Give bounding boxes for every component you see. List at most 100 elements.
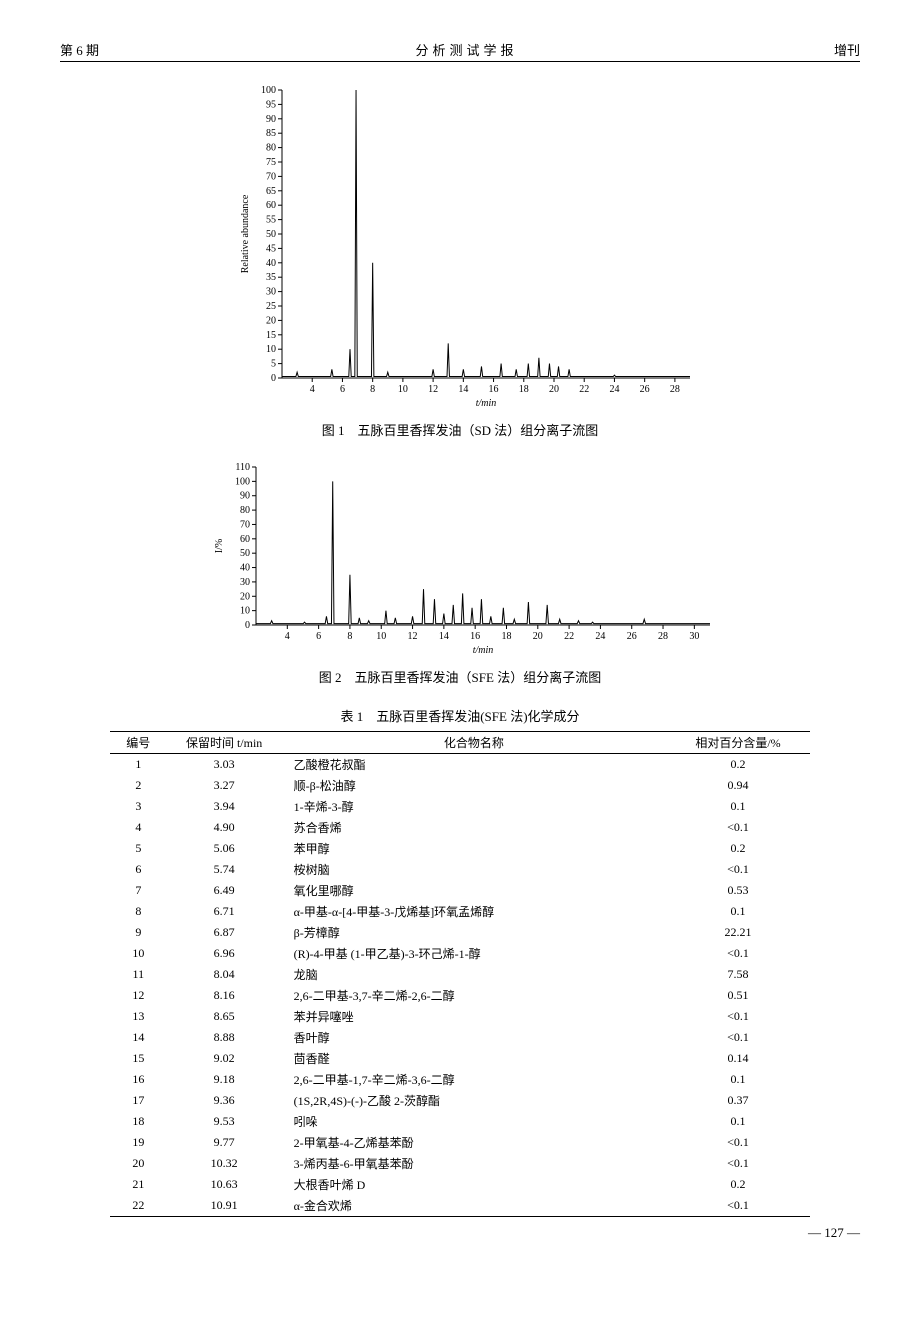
table-row: 2210.91α-金合欢烯<0.1 (110, 1195, 810, 1217)
journal-title: 分析测试学报 (415, 40, 517, 59)
cell-id: 8 (110, 901, 167, 922)
composition-table: 编号 保留时间 t/min 化合物名称 相对百分含量/% 13.03乙酸橙花叔酯… (110, 731, 810, 1217)
cell-percent: 0.2 (666, 1174, 810, 1195)
cell-id: 3 (110, 796, 167, 817)
cell-compound: 茴香醛 (282, 1048, 666, 1069)
svg-text:65: 65 (266, 186, 276, 197)
svg-text:4: 4 (285, 631, 290, 642)
cell-compound: 1-辛烯-3-醇 (282, 796, 666, 817)
svg-text:28: 28 (658, 631, 668, 642)
svg-text:100: 100 (235, 476, 250, 487)
cell-compound: α-金合欢烯 (282, 1195, 666, 1217)
svg-text:8: 8 (347, 631, 352, 642)
table-row: 179.36(1S,2R,4S)-(-)-乙酸 2-茨醇酯0.37 (110, 1090, 810, 1111)
cell-percent: 0.2 (666, 754, 810, 776)
cell-compound: 桉树脑 (282, 859, 666, 880)
cell-id: 20 (110, 1153, 167, 1174)
cell-retention: 6.96 (167, 943, 282, 964)
table-row: 23.27顺-β-松油醇0.94 (110, 775, 810, 796)
cell-id: 1 (110, 754, 167, 776)
svg-text:t/min: t/min (476, 398, 497, 409)
cell-percent: 0.94 (666, 775, 810, 796)
cell-compound: 吲哚 (282, 1111, 666, 1132)
svg-text:85: 85 (266, 128, 276, 139)
col-percent: 相对百分含量/% (666, 732, 810, 754)
cell-compound: 龙脑 (282, 964, 666, 985)
cell-compound: 乙酸橙花叔酯 (282, 754, 666, 776)
cell-retention: 8.65 (167, 1006, 282, 1027)
cell-percent: <0.1 (666, 1132, 810, 1153)
cell-percent: <0.1 (666, 859, 810, 880)
svg-text:60: 60 (266, 200, 276, 211)
page-number: — 127 — (60, 1225, 860, 1241)
table-caption: 表 1 五脉百里香挥发油(SFE 法)化学成分 (60, 706, 860, 725)
cell-percent: 0.53 (666, 880, 810, 901)
cell-compound: (R)-4-甲基 (1-甲乙基)-3-环己烯-1-醇 (282, 943, 666, 964)
cell-retention: 3.27 (167, 775, 282, 796)
cell-retention: 9.18 (167, 1069, 282, 1090)
cell-percent: 0.1 (666, 901, 810, 922)
table-row: 44.90苏合香烯<0.1 (110, 817, 810, 838)
svg-text:26: 26 (640, 384, 650, 395)
cell-percent: 0.1 (666, 796, 810, 817)
chart-1-container: 0510152025303540455055606570758085909510… (60, 82, 860, 412)
cell-percent: <0.1 (666, 1027, 810, 1048)
svg-text:16: 16 (489, 384, 499, 395)
cell-id: 17 (110, 1090, 167, 1111)
svg-text:80: 80 (240, 505, 250, 516)
cell-percent: 0.1 (666, 1069, 810, 1090)
cell-compound: 苯甲醇 (282, 838, 666, 859)
svg-text:100: 100 (261, 85, 276, 96)
cell-percent: <0.1 (666, 943, 810, 964)
svg-text:40: 40 (240, 563, 250, 574)
cell-id: 22 (110, 1195, 167, 1217)
cell-percent: <0.1 (666, 1153, 810, 1174)
cell-retention: 10.63 (167, 1174, 282, 1195)
svg-text:18: 18 (501, 631, 511, 642)
cell-retention: 6.87 (167, 922, 282, 943)
table-row: 65.74桉树脑<0.1 (110, 859, 810, 880)
cell-percent: <0.1 (666, 817, 810, 838)
table-row: 86.71α-甲基-α-[4-甲基-3-戊烯基]环氧孟烯醇0.1 (110, 901, 810, 922)
svg-text:55: 55 (266, 215, 276, 226)
table-row: 159.02茴香醛0.14 (110, 1048, 810, 1069)
svg-text:10: 10 (376, 631, 386, 642)
cell-compound: 香叶醇 (282, 1027, 666, 1048)
svg-text:26: 26 (627, 631, 637, 642)
cell-retention: 3.94 (167, 796, 282, 817)
cell-id: 7 (110, 880, 167, 901)
col-compound: 化合物名称 (282, 732, 666, 754)
cell-id: 11 (110, 964, 167, 985)
svg-text:14: 14 (458, 384, 468, 395)
cell-percent: 0.2 (666, 838, 810, 859)
table-row: 55.06苯甲醇0.2 (110, 838, 810, 859)
svg-text:15: 15 (266, 330, 276, 341)
cell-id: 5 (110, 838, 167, 859)
cell-percent: 0.1 (666, 1111, 810, 1132)
svg-text:80: 80 (266, 143, 276, 154)
svg-text:0: 0 (271, 373, 276, 384)
cell-retention: 8.88 (167, 1027, 282, 1048)
table-row: 148.88香叶醇<0.1 (110, 1027, 810, 1048)
svg-text:75: 75 (266, 157, 276, 168)
cell-id: 6 (110, 859, 167, 880)
svg-text:90: 90 (266, 114, 276, 125)
svg-text:18: 18 (519, 384, 529, 395)
table-row: 106.96(R)-4-甲基 (1-甲乙基)-3-环己烯-1-醇<0.1 (110, 943, 810, 964)
svg-text:24: 24 (595, 631, 605, 642)
svg-text:10: 10 (266, 344, 276, 355)
cell-percent: 0.51 (666, 985, 810, 1006)
page-header: 第 6 期 分析测试学报 增刊 (60, 40, 860, 62)
svg-text:I/%: I/% (214, 539, 225, 553)
svg-text:12: 12 (408, 631, 418, 642)
cell-retention: 4.90 (167, 817, 282, 838)
cell-compound: 2,6-二甲基-1,7-辛二烯-3,6-二醇 (282, 1069, 666, 1090)
svg-text:110: 110 (235, 462, 250, 473)
cell-compound: α-甲基-α-[4-甲基-3-戊烯基]环氧孟烯醇 (282, 901, 666, 922)
cell-retention: 10.91 (167, 1195, 282, 1217)
svg-text:25: 25 (266, 301, 276, 312)
cell-compound: 2-甲氧基-4-乙烯基苯酚 (282, 1132, 666, 1153)
table-row: 138.65苯并异噻唑<0.1 (110, 1006, 810, 1027)
issue-number: 第 6 期 (60, 40, 99, 59)
cell-retention: 9.53 (167, 1111, 282, 1132)
